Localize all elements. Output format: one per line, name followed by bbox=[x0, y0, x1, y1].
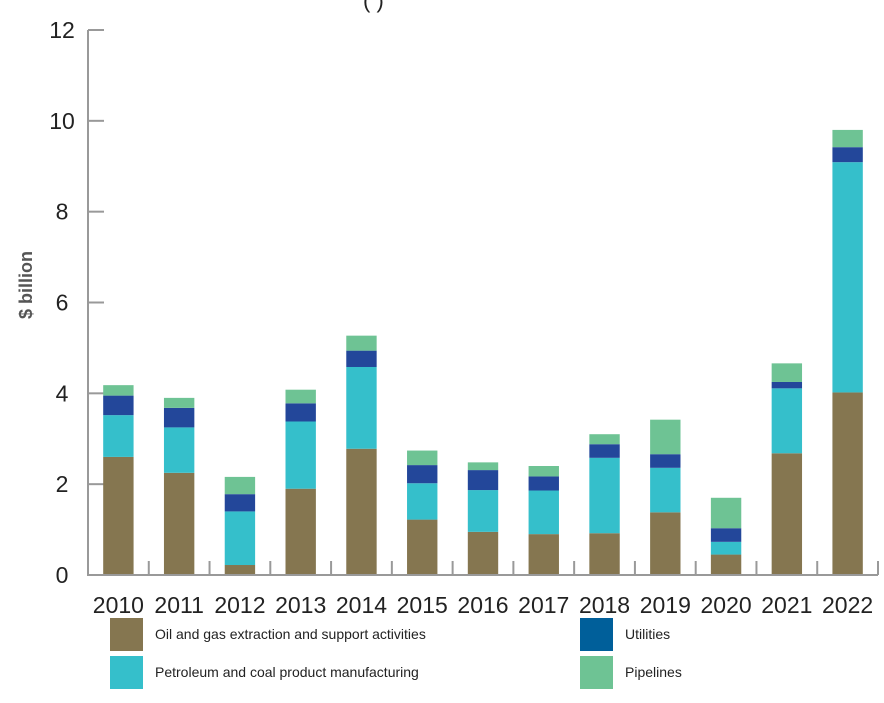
bar-segment bbox=[346, 335, 377, 351]
bar-segment bbox=[224, 494, 256, 512]
bar-segment bbox=[710, 497, 742, 529]
x-tick-label: 2020 bbox=[700, 592, 751, 618]
x-tick-label: 2010 bbox=[93, 592, 144, 618]
bar-segment bbox=[650, 454, 681, 468]
x-tick-label: 2022 bbox=[822, 592, 873, 618]
y-tick-label: 0 bbox=[56, 562, 69, 588]
bar-segment bbox=[710, 541, 742, 555]
bar-segment bbox=[528, 490, 559, 535]
bar-segment bbox=[163, 427, 195, 473]
chart-legend: Oil and gas extraction and support activ… bbox=[110, 618, 682, 689]
bar-segment bbox=[589, 457, 620, 534]
bar-segment bbox=[832, 392, 863, 575]
bar-segment bbox=[650, 419, 681, 455]
x-tick-label: 2014 bbox=[336, 592, 387, 618]
y-tick-label: 4 bbox=[56, 380, 69, 406]
bar-segment bbox=[285, 421, 316, 489]
legend-swatch bbox=[110, 618, 143, 651]
bar-segment bbox=[467, 490, 499, 532]
x-tick-label: 2021 bbox=[761, 592, 812, 618]
y-tick-label: 10 bbox=[49, 108, 75, 134]
x-tick-label: 2015 bbox=[397, 592, 448, 618]
legend-label: Oil and gas extraction and support activ… bbox=[155, 626, 426, 642]
y-tick-label: 8 bbox=[56, 199, 69, 225]
bar-segment bbox=[467, 470, 499, 491]
x-tick-label: 2019 bbox=[640, 592, 691, 618]
bar-segment bbox=[407, 519, 438, 575]
legend-label: Pipelines bbox=[625, 664, 682, 680]
bar-segment bbox=[163, 472, 195, 575]
chart-title-fragment: ( ) bbox=[363, 0, 384, 13]
bar-segment bbox=[589, 444, 620, 458]
legend-label: Utilities bbox=[625, 626, 670, 642]
bar-segment bbox=[710, 554, 742, 575]
bar-segment bbox=[528, 466, 559, 477]
x-tick-label: 2012 bbox=[214, 592, 265, 618]
legend-swatch bbox=[580, 618, 613, 651]
bar-segment bbox=[528, 476, 559, 491]
bar-segment bbox=[224, 476, 256, 495]
bar-segment bbox=[832, 129, 863, 148]
bar-segment bbox=[771, 388, 803, 454]
bar-segment bbox=[832, 147, 863, 163]
y-axis-label: $ billion bbox=[16, 251, 36, 319]
x-tick-label: 2018 bbox=[579, 592, 630, 618]
bar-segment bbox=[771, 363, 803, 382]
bar-segment bbox=[771, 453, 803, 575]
bar-segment bbox=[407, 483, 438, 520]
bar-segment bbox=[650, 467, 681, 513]
legend-label: Petroleum and coal product manufacturing bbox=[155, 664, 419, 680]
legend-swatch bbox=[110, 656, 143, 689]
y-tick-label: 6 bbox=[56, 290, 69, 316]
bar-segment bbox=[103, 415, 134, 457]
bar-segment bbox=[346, 366, 377, 449]
bar-segment bbox=[346, 448, 377, 575]
x-tick-label: 2016 bbox=[457, 592, 508, 618]
bar-segment bbox=[771, 381, 803, 389]
bar-segment bbox=[163, 397, 195, 408]
bar-segment bbox=[103, 395, 134, 416]
bar-segment bbox=[285, 403, 316, 422]
bar-segment bbox=[832, 162, 863, 393]
y-tick-label: 12 bbox=[49, 17, 75, 43]
bar-segment bbox=[528, 534, 559, 575]
bar-segment bbox=[467, 462, 499, 471]
bar-segment bbox=[407, 465, 438, 484]
bar-segment bbox=[103, 456, 134, 575]
bar-segment bbox=[163, 407, 195, 428]
legend-swatch bbox=[580, 656, 613, 689]
bar-segment bbox=[650, 512, 681, 575]
bar-segment bbox=[103, 385, 134, 396]
x-tick-label: 2013 bbox=[275, 592, 326, 618]
bar-segment bbox=[346, 350, 377, 367]
bar-segment bbox=[407, 450, 438, 466]
bar-segment bbox=[710, 528, 742, 542]
bar-segment bbox=[285, 488, 316, 575]
bar-segment bbox=[224, 565, 256, 575]
bar-segment bbox=[589, 434, 620, 445]
x-tick-label: 2017 bbox=[518, 592, 569, 618]
bar-segment bbox=[467, 531, 499, 575]
bar-segment bbox=[224, 511, 256, 566]
y-tick-label: 2 bbox=[56, 471, 69, 497]
x-tick-label: 2011 bbox=[154, 592, 203, 618]
bar-segment bbox=[589, 533, 620, 575]
bar-segment bbox=[285, 389, 316, 404]
